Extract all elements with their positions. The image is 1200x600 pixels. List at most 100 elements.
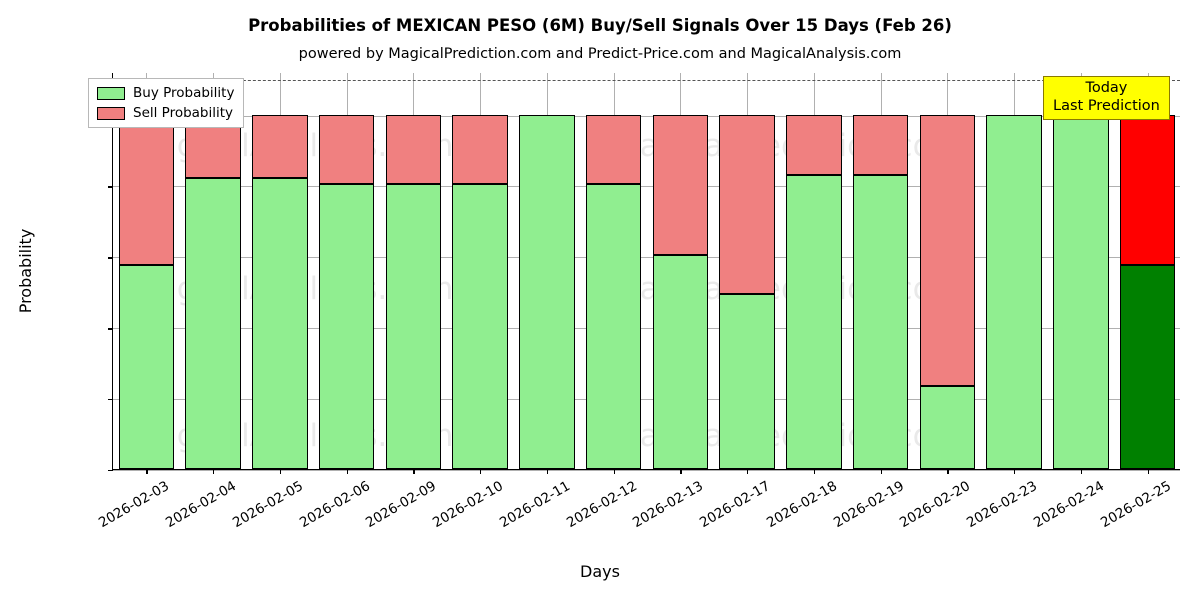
bar-segment-buy[interactable] [318,183,375,469]
x-axis-tick-label: 2026-02-05 [229,478,306,532]
bar-segment-buy[interactable] [185,178,241,469]
bar-stack[interactable] [385,72,442,469]
x-axis-tick-mark [613,469,615,474]
bar-stack[interactable] [719,72,775,469]
x-axis-tick-mark [880,469,882,474]
bar-segment-buy[interactable] [652,254,709,469]
bar-stack[interactable] [652,72,709,469]
x-axis-tick-label: 2026-02-04 [163,478,240,532]
grid-line-horizontal [113,186,1180,188]
bar-stack[interactable] [519,72,575,469]
x-axis-tick-mark [1014,469,1016,474]
bar-segment-buy[interactable] [1053,114,1109,469]
bar-segment-sell[interactable] [786,114,842,175]
x-axis-tick-mark [1147,469,1149,474]
bar-segment-sell[interactable] [385,114,442,184]
x-axis-tick-mark [146,469,148,474]
x-axis-tick-label: 2026-02-18 [763,478,840,532]
bar-segment-sell[interactable] [852,114,909,175]
bar-segment-buy[interactable] [719,293,775,469]
bar-segment-buy[interactable] [852,174,909,469]
bar-stack[interactable] [1119,72,1176,469]
chart-subtitle: powered by MagicalPrediction.com and Pre… [298,46,902,62]
x-axis-tick-mark [546,469,549,474]
bar-stack[interactable] [919,72,976,469]
today-annotation: Today Last Prediction [1043,76,1170,121]
bar-segment-sell[interactable] [318,114,375,184]
grid-line-horizontal [113,257,1180,259]
x-axis-tick-mark [813,469,816,474]
x-axis-tick-label: 2026-02-09 [363,478,440,532]
bar-segment-buy[interactable] [986,114,1042,469]
y-axis-tick-mark [108,399,113,401]
bar-segment-buy[interactable] [585,183,642,469]
legend-color-swatch [97,86,125,100]
bar-stack[interactable] [185,72,241,469]
x-axis-tick-mark [279,469,282,474]
x-axis-tick-mark [747,469,749,474]
x-axis-tick-label: 2026-02-06 [296,478,373,532]
x-axis-tick-mark [413,469,415,474]
bar-segment-sell[interactable] [252,114,308,179]
legend-item-label: Buy Probability [133,85,235,101]
bar-segment-buy[interactable] [786,174,842,469]
bar-segment-sell[interactable] [652,114,709,255]
x-axis-tick-mark [947,469,949,474]
bar-segment-sell[interactable] [452,114,508,184]
x-axis-tick-mark [680,469,682,474]
chart-legend: Buy Probability Sell Probability [88,78,245,128]
x-axis-tick-label: 2026-02-17 [697,478,774,532]
bar-stack[interactable] [318,72,375,469]
bar-segment-buy[interactable] [252,178,308,469]
plot-area: MagicalAnalysis.comMagicalPrediction.com… [96,72,1180,531]
today-label-line2: Last Prediction [1053,97,1160,114]
plot-inner: MagicalAnalysis.comMagicalPrediction.com… [113,72,1180,471]
x-axis-tick-label: 2026-02-13 [630,478,707,532]
x-axis-tick-mark [1080,469,1083,474]
grid-line-horizontal [113,399,1180,401]
bar-stack[interactable] [252,72,308,469]
bar-stack[interactable] [1053,72,1109,469]
grid-line-horizontal [113,470,1180,471]
page-title: Probabilities of MEXICAN PESO (6M) Buy/S… [248,16,952,35]
bar-segment-buy[interactable] [118,265,175,469]
y-axis-tick-mark [108,186,113,188]
x-axis-tick-label: 2026-02-19 [830,478,907,532]
bar-segment-sell[interactable] [118,114,175,266]
bar-segment-buy[interactable] [919,385,976,469]
bar-segment-sell[interactable] [585,114,642,184]
bar-stack[interactable] [986,72,1042,469]
legend-item[interactable]: Sell Probability [97,105,234,121]
x-axis-label: Days [580,562,620,581]
bar-stack[interactable] [118,72,175,469]
bar-segment-buy[interactable] [385,183,442,469]
x-axis-tick-label: 2026-02-11 [496,478,573,532]
y-axis-tick-mark [108,470,113,472]
bar-segment-sell[interactable] [919,114,976,386]
y-axis-tick-mark [108,257,113,259]
x-axis-tick-label: 2026-02-23 [964,478,1041,532]
bar-stack[interactable] [585,72,642,469]
bar-segment-buy[interactable] [452,183,508,469]
y-axis-tick-mark [108,328,113,330]
bar-segment-buy-today[interactable] [1119,265,1176,469]
x-axis-tick-label: 2026-02-25 [1097,478,1174,532]
bar-segment-sell[interactable] [719,114,775,294]
legend-item[interactable]: Buy Probability [97,85,234,101]
bar-stack[interactable] [452,72,508,469]
x-axis-tick-label: 2026-02-03 [96,478,173,532]
grid-line-horizontal [113,328,1180,330]
bar-stack[interactable] [852,72,909,469]
bar-segment-sell-today[interactable] [1119,114,1176,266]
x-axis-tick-mark [480,469,482,474]
x-axis-tick-label: 2026-02-20 [897,478,974,532]
x-axis-tick-label: 2026-02-24 [1030,478,1107,532]
bar-segment-buy[interactable] [519,114,575,469]
x-axis-tick-mark [346,469,348,474]
legend-item-label: Sell Probability [133,105,234,121]
x-axis-tick-label: 2026-02-10 [430,478,507,532]
today-label-line1: Today [1085,80,1128,96]
x-axis-tick-mark [213,469,215,474]
bar-stack[interactable] [786,72,842,469]
